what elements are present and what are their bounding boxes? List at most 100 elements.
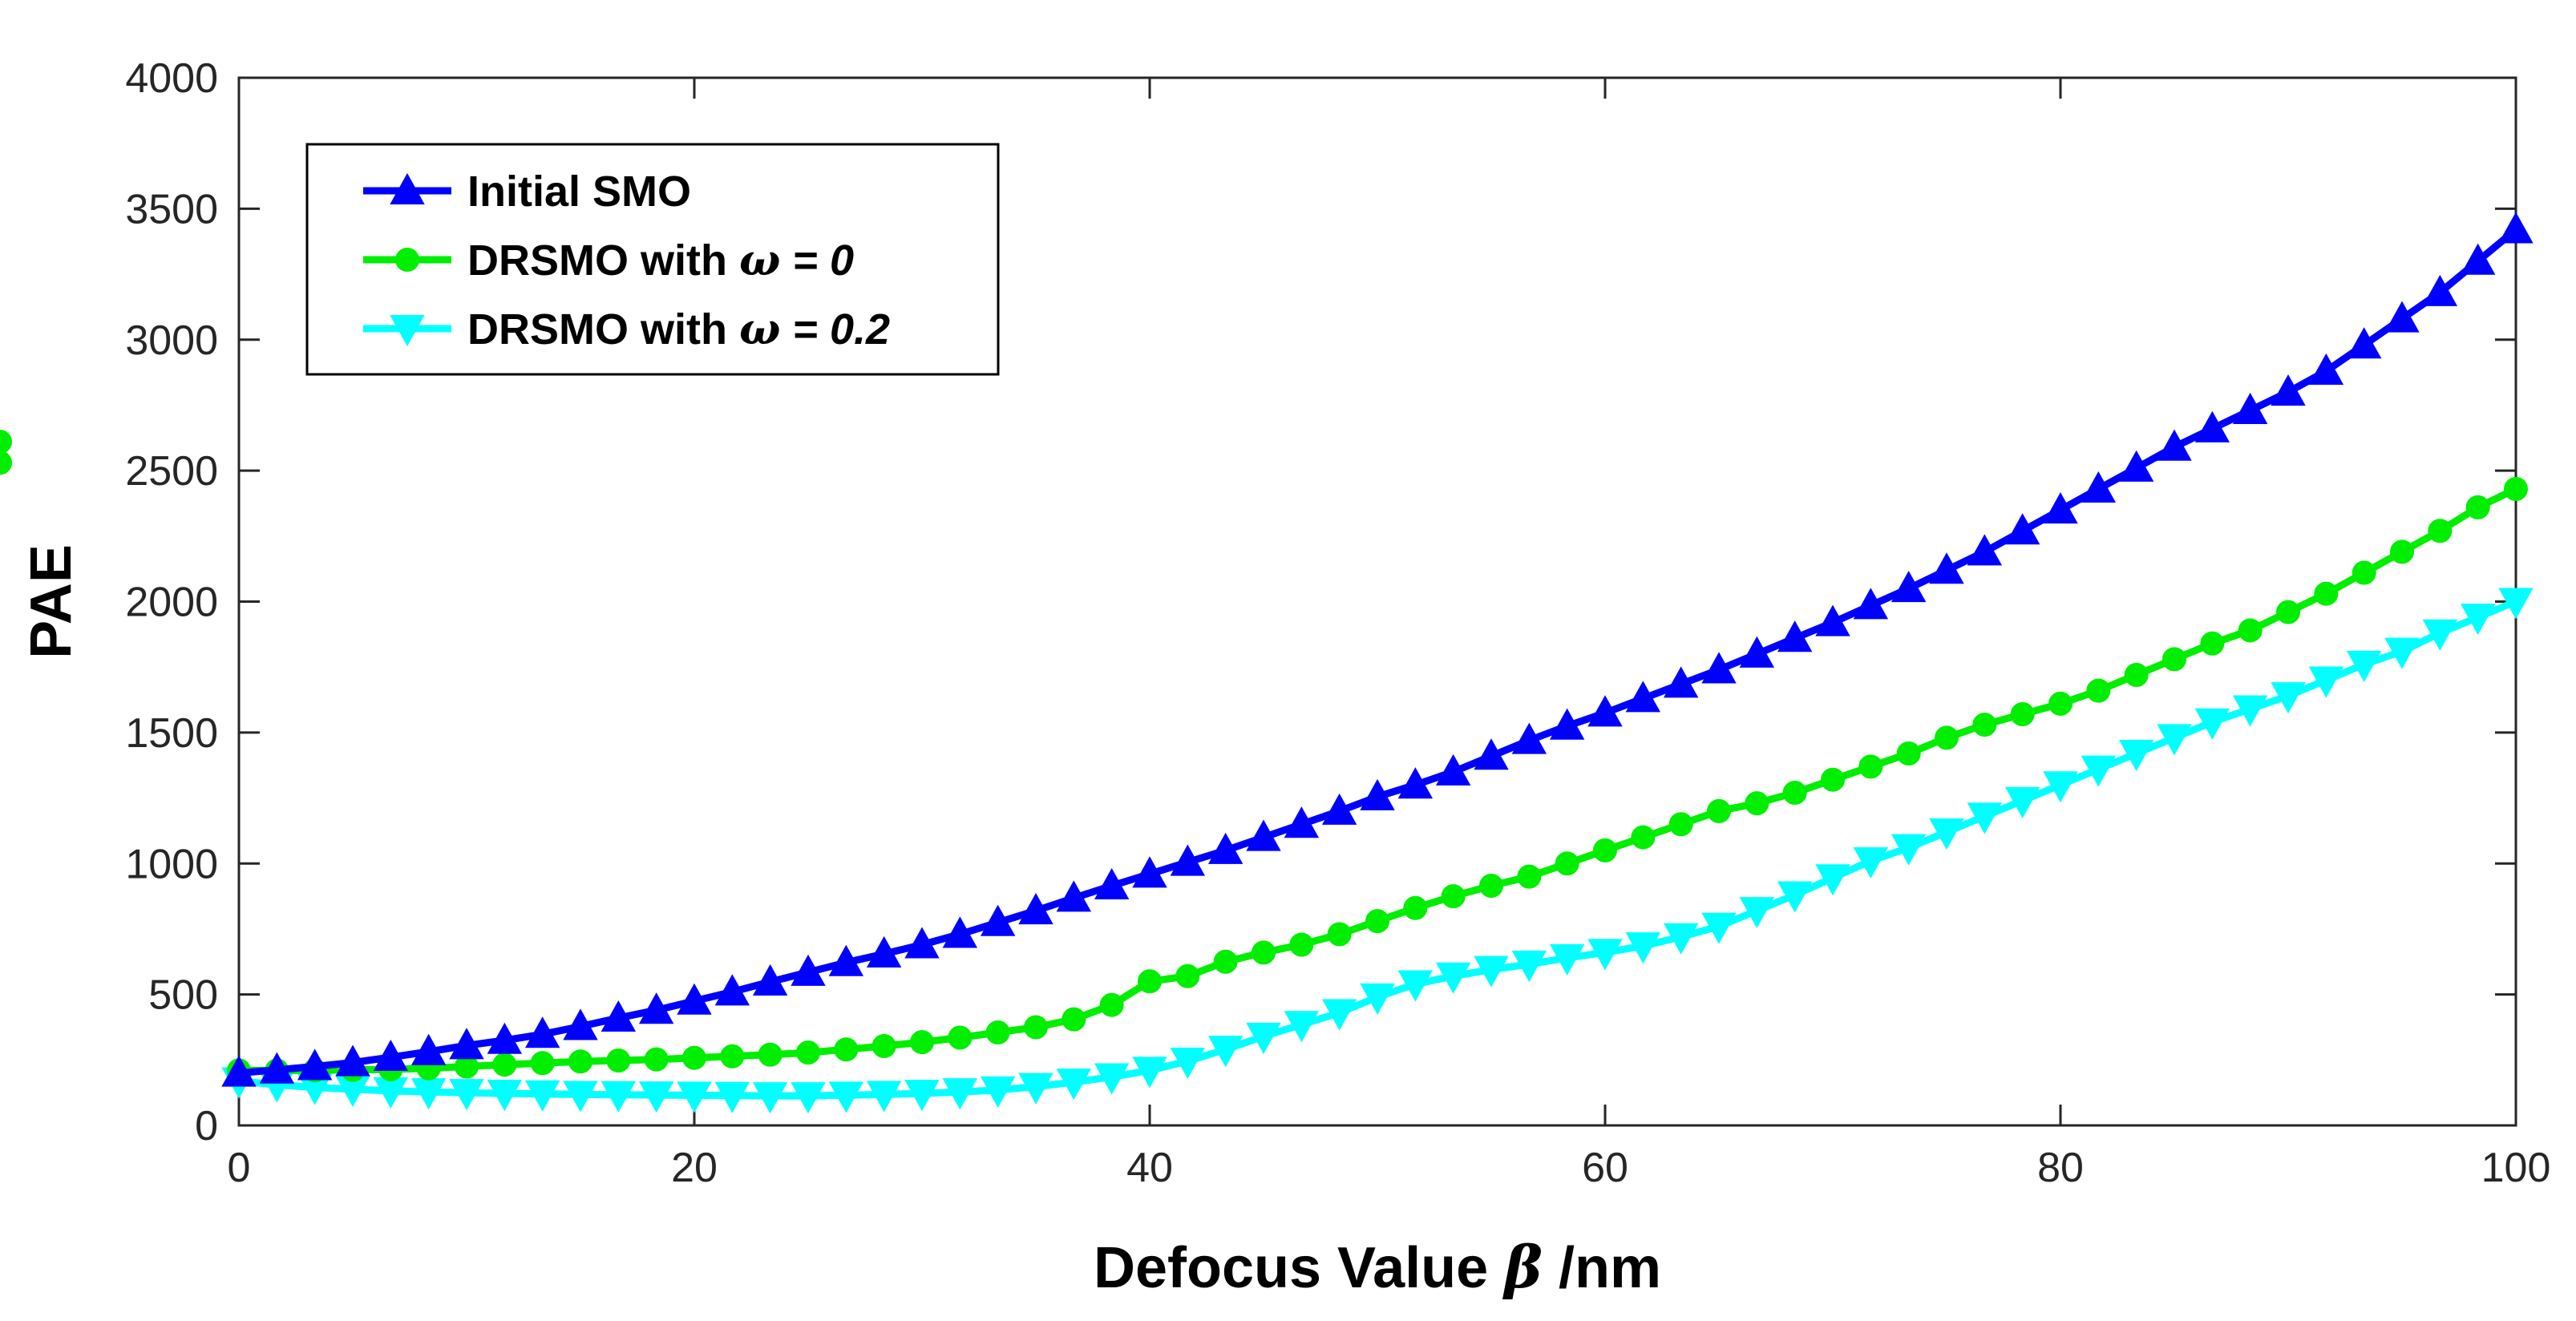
legend-label-omega: ω (739, 234, 780, 285)
data-point (1360, 983, 1395, 1015)
data-point (1967, 802, 2003, 834)
data-point (1701, 912, 1737, 944)
data-point (2276, 600, 2300, 624)
data-point (601, 1081, 637, 1113)
data-point (2460, 604, 2496, 636)
data-point (2048, 691, 2073, 716)
data-point (2004, 513, 2040, 545)
data-point (1246, 1022, 1281, 1054)
data-point (1739, 636, 1775, 668)
data-point (980, 1076, 1016, 1108)
x-tick-label: 20 (671, 1145, 718, 1191)
legend: Initial SMO DRSMO with ω = 0 DRSMO with ω … (305, 143, 1000, 376)
data-point (2157, 724, 2192, 756)
data-point (1631, 825, 1656, 850)
y-tick-label: 0 (195, 1103, 218, 1149)
data-point (2352, 560, 2376, 585)
data-point (828, 1081, 864, 1113)
legend-label-value: = 0 (780, 236, 854, 285)
data-point (2043, 771, 2078, 803)
data-point (904, 927, 940, 959)
data-point (1207, 832, 1244, 864)
data-point (791, 1082, 826, 1114)
data-point (2124, 662, 2149, 687)
data-point (1018, 893, 1053, 925)
y-tick-label: 3000 (125, 317, 218, 364)
data-point (1858, 754, 1883, 779)
y-tick-label: 3500 (125, 186, 218, 232)
x-tick-label: 60 (1582, 1145, 1628, 1191)
data-point (530, 1051, 555, 1076)
series-0 (221, 212, 2534, 1087)
x-axis-title: Defocus Value β /nm (1094, 1233, 1661, 1301)
data-point (1663, 666, 1699, 698)
data-point (1062, 1007, 1086, 1032)
data-point (791, 954, 826, 986)
x-tick-label: 0 (228, 1145, 251, 1191)
data-point (1891, 834, 1927, 866)
data-point (2157, 429, 2192, 461)
x-axis-title-beta: β (1502, 1233, 1543, 1301)
data-point (2498, 588, 2534, 620)
y-tick-label: 1000 (125, 841, 218, 887)
data-point (644, 1047, 669, 1072)
data-point (904, 1080, 940, 1112)
legend-label: Initial SMO (467, 168, 691, 216)
data-point (1099, 992, 1124, 1017)
data-point (1896, 741, 1921, 766)
data-point (0, 430, 12, 454)
data-point (2390, 539, 2414, 564)
data-point (1284, 1011, 1320, 1043)
legend-label: DRSMO with ω = 0 (467, 234, 854, 285)
data-point (1479, 874, 1503, 899)
data-point (1321, 999, 1357, 1031)
data-point (449, 1079, 484, 1111)
legend-swatch-marker (390, 315, 425, 347)
y-tick-label: 2000 (125, 580, 218, 626)
data-point (606, 1048, 631, 1073)
data-point (1246, 819, 1281, 851)
y-tick-label: 4000 (125, 55, 218, 102)
data-point (487, 1022, 523, 1054)
axes: 0 20 40 60 80 1000500100015002000250030003500… (125, 55, 2550, 1191)
data-point (682, 1045, 706, 1070)
data-point (1327, 922, 1352, 947)
legend-items: Initial SMO DRSMO with ω = 0 DRSMO with ω … (363, 168, 890, 354)
data-point (1625, 681, 1661, 713)
data-point (1056, 880, 1092, 912)
data-point (2504, 476, 2528, 501)
data-point (1403, 895, 1428, 920)
data-point (714, 974, 750, 1006)
x-axis-title-prefix: Defocus Value (1094, 1236, 1504, 1300)
data-point (1587, 939, 1623, 971)
data-point (1549, 708, 1585, 740)
data-point (2314, 581, 2339, 606)
data-point (1321, 793, 1357, 825)
data-point (638, 1081, 674, 1113)
data-point (1815, 864, 1850, 896)
data-point (1213, 949, 1238, 974)
data-point (2081, 755, 2117, 787)
data-point (1207, 1036, 1244, 1068)
data-point (1289, 932, 1314, 957)
legend-item: DRSMO with ω = 0.2 (363, 303, 890, 354)
data-point (1435, 753, 1471, 786)
data-point (834, 1037, 859, 1062)
data-point (2422, 619, 2458, 651)
data-point (373, 1039, 409, 1072)
data-point (2118, 740, 2154, 772)
data-point (449, 1028, 484, 1060)
data-point (1435, 962, 1471, 994)
legend-item: DRSMO with ω = 0 (363, 234, 854, 285)
data-point (2194, 410, 2230, 442)
data-point (714, 1081, 750, 1113)
data-point (985, 1020, 1010, 1045)
data-point (2118, 450, 2154, 482)
data-point (1517, 864, 1542, 889)
data-point (2086, 678, 2111, 703)
data-point (2200, 631, 2225, 656)
data-point (2194, 708, 2230, 740)
data-point (1397, 767, 1434, 799)
data-point (1284, 806, 1320, 838)
data-point (910, 1030, 934, 1055)
